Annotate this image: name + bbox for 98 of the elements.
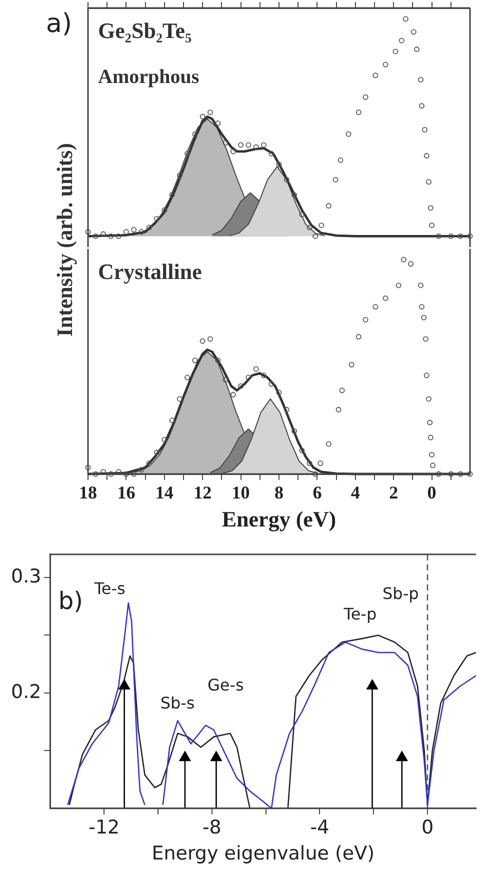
point (382, 62, 388, 68)
annotation: Sb-s (160, 693, 195, 712)
point (372, 304, 378, 310)
point (238, 142, 244, 148)
point (215, 120, 221, 126)
point (284, 176, 290, 182)
point (207, 110, 213, 116)
point (398, 38, 404, 44)
point (154, 216, 160, 222)
point (146, 224, 152, 230)
point (436, 233, 442, 239)
point (356, 334, 362, 340)
point (414, 46, 420, 52)
point (448, 233, 454, 239)
point (192, 131, 198, 137)
point (200, 338, 206, 344)
chart-title: Ge₂Sb₂Te₅ (98, 18, 192, 43)
y-tick-label: 0.2 (11, 680, 42, 703)
point (426, 179, 432, 185)
point (299, 212, 305, 218)
point (276, 162, 282, 168)
x-axis-title: Energy eigenvalue (eV) (152, 842, 374, 865)
point (260, 142, 266, 148)
point (169, 192, 175, 198)
point (408, 261, 414, 267)
point (162, 207, 168, 213)
point (429, 222, 435, 228)
point (372, 72, 378, 78)
annotation: b) (58, 586, 83, 615)
point (222, 140, 228, 146)
point (230, 148, 236, 154)
point (421, 314, 427, 320)
x-tick-label: 18 (79, 482, 97, 502)
y-tick-label: 0.3 (11, 565, 42, 588)
x-tick-label: 14 (155, 482, 174, 502)
point (418, 76, 424, 82)
annotation: Te-s (93, 579, 126, 598)
x-tick-label: 2 (389, 482, 398, 502)
point (131, 226, 137, 232)
x-tick-label: 0 (427, 482, 436, 502)
point (418, 304, 424, 310)
x-tick-label: -12 (88, 816, 120, 839)
text: Amorphous (98, 66, 200, 88)
point (326, 203, 332, 209)
point (338, 157, 344, 163)
x-tick-label: 0 (421, 816, 434, 839)
point (396, 282, 402, 288)
annotation: Ge-s (207, 676, 244, 695)
point (246, 142, 252, 148)
x-tick-label: 12 (194, 482, 212, 502)
x-axis-title: Energy (eV) (222, 506, 336, 532)
x-tick-label: 4 (350, 482, 360, 502)
point (200, 114, 206, 120)
point (346, 131, 352, 137)
point (356, 110, 362, 116)
point (422, 126, 428, 132)
point (306, 224, 312, 230)
point (332, 176, 338, 182)
point (85, 229, 91, 235)
point (424, 153, 430, 159)
x-tick-label: -4 (310, 816, 330, 839)
point (467, 233, 473, 239)
point (292, 192, 298, 198)
point (428, 205, 434, 211)
point (418, 282, 424, 288)
point (402, 16, 408, 22)
annotation: Sb-p (382, 584, 419, 604)
x-tick-label: 8 (274, 482, 284, 502)
annotation: Te-p (342, 604, 377, 624)
y-axis-title: Intensity (arb. units) (52, 143, 78, 337)
point (176, 172, 182, 178)
point (362, 94, 368, 100)
x-tick-label: 6 (312, 482, 322, 502)
point (458, 233, 464, 239)
point (362, 316, 368, 322)
point (418, 103, 424, 109)
point (100, 231, 106, 237)
point (92, 233, 98, 239)
point (207, 336, 213, 342)
chart-title: Crystalline (98, 258, 202, 284)
point (422, 336, 428, 342)
point (268, 150, 274, 156)
point (123, 229, 129, 235)
point (116, 233, 122, 239)
point (253, 144, 259, 150)
point (392, 48, 398, 54)
point (138, 229, 144, 235)
point (184, 150, 190, 156)
x-tick-label: -8 (202, 816, 222, 839)
x-tick-label: 10 (232, 482, 250, 502)
point (400, 256, 406, 262)
point (410, 29, 416, 35)
point (382, 295, 388, 301)
x-tick-label: 16 (117, 482, 136, 502)
text: a) (46, 9, 72, 39)
point (108, 233, 114, 239)
point (312, 233, 318, 239)
point (318, 222, 324, 228)
